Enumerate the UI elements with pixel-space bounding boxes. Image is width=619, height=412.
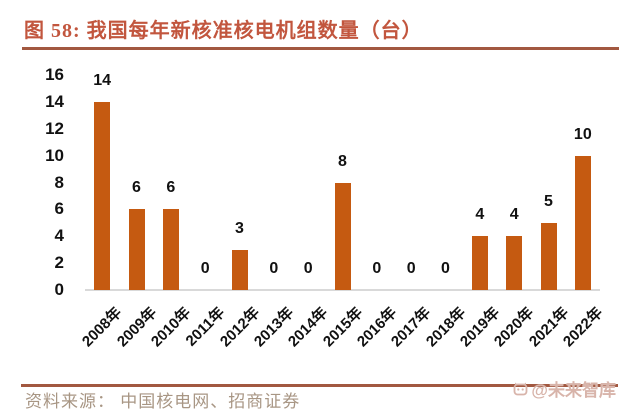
bar-value-label: 0 (269, 260, 279, 277)
bar-value-label: 0 (406, 260, 416, 277)
bar (94, 101, 111, 290)
bar-value-label: 6 (132, 179, 141, 197)
bar-value-label: 6 (166, 179, 176, 197)
bar-value-label: 4 (509, 206, 519, 224)
mascot-face-icon (512, 380, 529, 397)
bar (471, 236, 488, 290)
bar-chart: 0 2 4 6 8 10 12 14 16 14 6 6 0 3 0 0 8 0 0 0 4 4 5 10 2008年 200… (0, 56, 619, 366)
bar-value-label: 3 (235, 219, 244, 237)
bar (506, 236, 523, 290)
y-tick-label: 0 (54, 280, 64, 299)
source-label: 资料来源： 中国核电网、招商证券 (25, 392, 301, 411)
y-tick-label: 4 (54, 226, 64, 246)
bar-value-label: 0 (372, 260, 382, 277)
title-underline (22, 47, 619, 50)
y-tick-label: 8 (54, 172, 64, 192)
y-tick-label: 14 (45, 91, 64, 111)
x-axis-line (85, 289, 600, 291)
bar-value-label: 4 (475, 206, 485, 224)
bar (334, 182, 351, 290)
bar-value-label: 10 (573, 125, 592, 143)
bar-value-label: 14 (93, 71, 112, 89)
bar (128, 209, 145, 290)
y-tick-label: 16 (45, 65, 64, 84)
bar-value-label: 5 (544, 192, 553, 210)
bar (162, 209, 179, 290)
bar-value-label: 0 (200, 260, 210, 277)
y-tick-label: 6 (54, 199, 64, 219)
y-tick-label: 2 (54, 253, 64, 273)
bar (574, 155, 591, 290)
y-tick-label: 10 (45, 145, 64, 165)
bar (231, 249, 248, 290)
bar-value-label: 0 (303, 260, 313, 277)
figure-title: 图 58: 我国每年新核准核电机组数量（台） (24, 20, 423, 42)
bar-value-label: 8 (338, 152, 347, 170)
watermark-label: @未来智库 (531, 380, 616, 400)
watermark: @未来智库 (512, 376, 616, 400)
bar (540, 222, 557, 290)
footer-rule (21, 384, 618, 387)
y-tick-label: 12 (45, 118, 64, 138)
bar-value-label: 0 (441, 260, 450, 277)
